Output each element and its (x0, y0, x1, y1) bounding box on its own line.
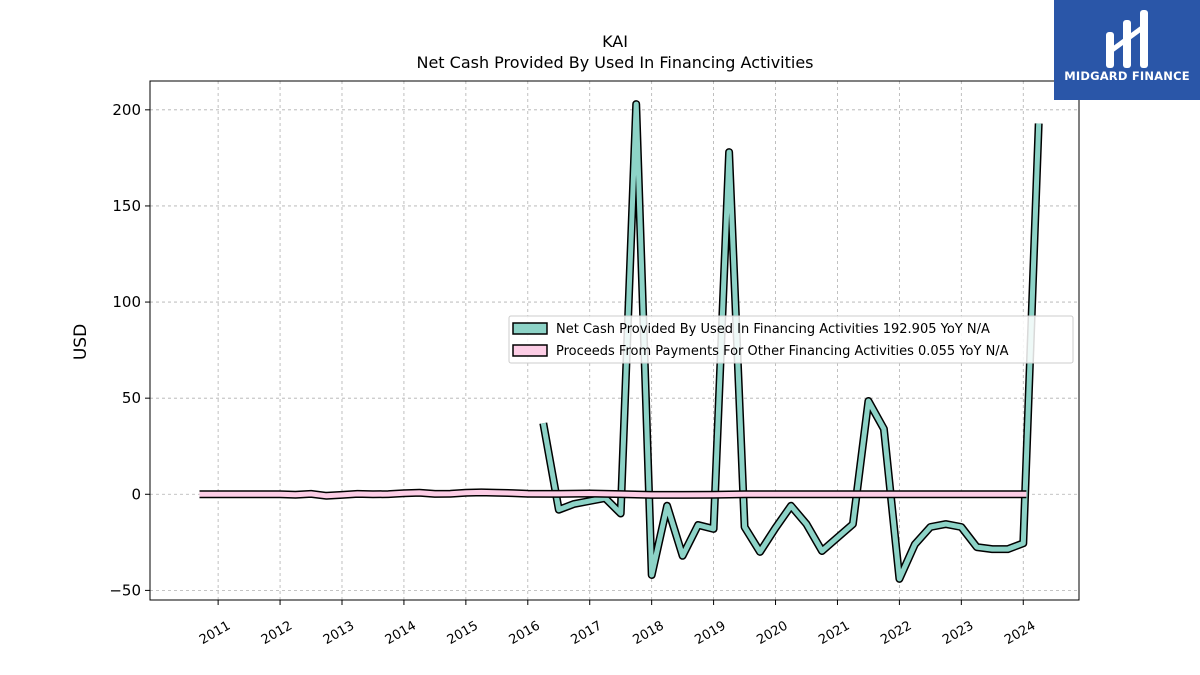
legend-swatch-net-cash (512, 322, 548, 335)
y-tick-label: 50 (122, 389, 141, 407)
y-axis-label: USD (71, 324, 91, 360)
x-tick-label: 2020 (754, 618, 790, 648)
x-tick-label: 2021 (816, 618, 852, 648)
legend-label-proceeds: Proceeds From Payments For Other Financi… (556, 344, 1009, 359)
x-tick-label: 2016 (507, 618, 543, 648)
x-tick-label: 2015 (445, 618, 481, 648)
brand-name: MIDGARD FINANCE (1064, 69, 1190, 83)
legend-box (508, 315, 1074, 364)
legend[interactable]: Net Cash Provided By Used In Financing A… (508, 315, 1074, 364)
x-tick-label: 2013 (321, 618, 357, 648)
legend-label-net-cash: Net Cash Provided By Used In Financing A… (556, 322, 990, 337)
x-tick-label: 2014 (383, 618, 419, 648)
series-line-1 (199, 488, 1027, 500)
x-tick-label: 2023 (940, 618, 976, 648)
x-tick-label: 2019 (692, 618, 728, 648)
series-stroke (540, 101, 1042, 582)
x-tick-label: 2018 (630, 618, 666, 648)
x-tick-label: 2024 (1002, 618, 1038, 648)
y-tick-label: −50 (109, 581, 141, 599)
x-tick-label: 2017 (569, 618, 605, 648)
x-tick-label: 2012 (259, 618, 295, 648)
x-tick-label: 2011 (197, 618, 233, 648)
series-stroke (199, 489, 1027, 499)
brand-mark-icon (1106, 10, 1148, 68)
chart-title: KAI (602, 32, 628, 51)
y-tick-label: 0 (131, 485, 141, 503)
plot-frame (149, 80, 1080, 601)
y-tick-label: 100 (112, 293, 141, 311)
series-line-0 (539, 100, 1043, 583)
y-tick-label: 150 (112, 197, 141, 215)
chart-subtitle: Net Cash Provided By Used In Financing A… (416, 53, 813, 72)
brand-logo: MIDGARD FINANCE (1054, 0, 1200, 100)
x-tick-label: 2022 (878, 618, 914, 648)
y-tick-label: 200 (112, 101, 141, 119)
series-group (199, 100, 1043, 583)
legend-swatch-proceeds (512, 344, 548, 357)
